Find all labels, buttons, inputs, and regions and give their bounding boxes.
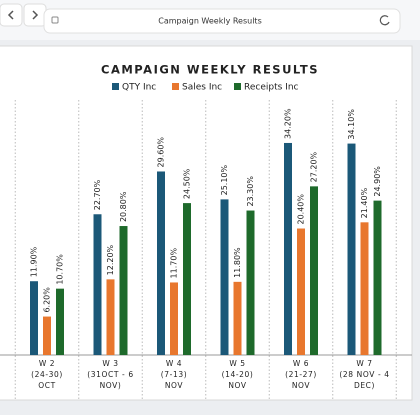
bar <box>56 288 64 355</box>
bar <box>373 200 382 355</box>
lock-icon <box>51 16 59 24</box>
bar <box>170 282 178 355</box>
value-label: 11.70% <box>170 248 179 279</box>
x-tick-label-line: OCT <box>38 381 56 390</box>
x-tick-label: W 4 (7-13) NOV <box>161 359 187 390</box>
x-tick-label-line: NOV) <box>100 381 122 390</box>
value-label: 29.60% <box>157 137 166 168</box>
bar <box>157 171 165 355</box>
bar <box>246 210 255 355</box>
value-label: 10.70% <box>56 254 65 285</box>
x-tick-label: W 7 (28 NOV - 4 DEC) <box>339 359 389 390</box>
x-tick-label-line: W 3 <box>102 359 118 368</box>
bar <box>284 142 292 355</box>
bar <box>106 279 115 355</box>
legend-swatch <box>234 83 241 90</box>
reload-icon[interactable] <box>379 15 390 26</box>
legend-swatch <box>112 83 119 90</box>
x-tick-label-line: (31OCT - 6 <box>87 370 133 379</box>
x-tick-label-line: (28 NOV - 4 <box>339 370 389 379</box>
bar <box>310 186 318 355</box>
x-tick-label-line: (14-20) <box>222 370 254 379</box>
value-label: 24.90% <box>373 166 382 197</box>
value-label: 27.20% <box>310 151 319 182</box>
legend-swatch <box>172 83 179 90</box>
x-tick-label-line: W 6 <box>293 359 309 368</box>
x-tick-label: W 6 (21-27) NOV <box>285 359 317 390</box>
forward-icon <box>32 10 39 20</box>
bar <box>183 203 191 355</box>
value-label: 11.90% <box>30 246 39 277</box>
chart: QTY Inc Sales Inc Receipts Inc W 2 (24-30) OC… <box>0 83 412 400</box>
bar <box>347 143 356 355</box>
x-tick-label-line: (21-27) <box>285 370 317 379</box>
x-tick-label-line: (24-30) <box>31 370 63 379</box>
back-icon <box>7 10 14 20</box>
bar <box>360 222 369 355</box>
legend-label: Sales Inc <box>182 83 222 93</box>
bar <box>119 226 128 355</box>
value-label: 23.30% <box>246 176 255 207</box>
x-tick-label: W 2 (24-30) OCT <box>31 359 63 390</box>
bar <box>220 199 229 355</box>
x-tick-label-line: NOV <box>165 381 184 390</box>
value-label: 22.70% <box>93 179 102 210</box>
bar <box>43 316 51 355</box>
value-label: 20.40% <box>297 194 306 225</box>
legend-label: QTY Inc <box>122 83 156 93</box>
x-tick-label-line: (7-13) <box>161 370 187 379</box>
legend-label: Receipts Inc <box>244 83 299 93</box>
x-tick-label-line: W 2 <box>39 359 55 368</box>
x-tick-label-line: DEC) <box>354 381 375 390</box>
x-tick-label-line: W 4 <box>166 359 182 368</box>
forward-button[interactable] <box>23 3 47 27</box>
value-label: 6.20% <box>43 287 52 313</box>
bar <box>30 281 38 355</box>
value-label: 25.10% <box>220 164 229 195</box>
value-label: 21.40% <box>360 187 369 218</box>
bar <box>297 228 305 355</box>
chart-title: CAMPAIGN WEEKLY RESULTS <box>101 63 319 77</box>
x-tick-label-line: NOV <box>292 381 311 390</box>
address-text: Campaign Weekly Results <box>158 17 261 26</box>
x-tick-label-line: W 7 <box>356 359 372 368</box>
value-label: 34.10% <box>347 109 356 140</box>
value-label: 24.50% <box>183 168 192 199</box>
value-label: 20.80% <box>119 191 128 222</box>
x-tick-label: W 3 (31OCT - 6 NOV) <box>87 359 133 390</box>
value-label: 11.80% <box>233 247 242 278</box>
bar <box>93 214 102 355</box>
x-tick-label-line: W 5 <box>229 359 245 368</box>
value-label: 34.20% <box>284 108 293 139</box>
x-tick-label-line: NOV <box>228 381 247 390</box>
bar <box>233 281 242 355</box>
address-bar[interactable] <box>43 8 401 34</box>
back-button[interactable] <box>0 3 23 27</box>
x-tick-label: W 5 (14-20) NOV <box>222 359 254 390</box>
value-label: 12.20% <box>106 244 115 275</box>
